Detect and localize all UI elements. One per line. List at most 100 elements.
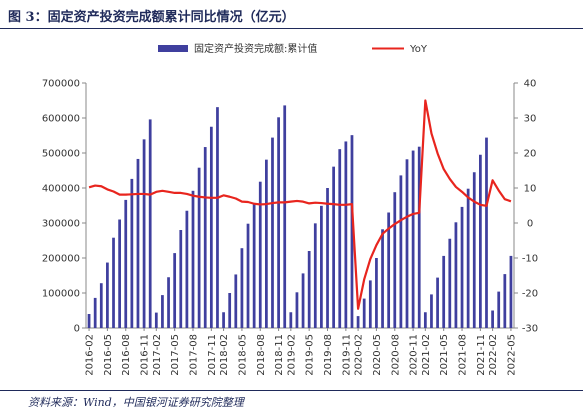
- bar: [216, 107, 219, 329]
- left-tick-label: 400000: [42, 184, 80, 195]
- x-tick-label: 2020-05: [372, 334, 383, 376]
- bar: [173, 253, 177, 328]
- bar: [405, 159, 409, 328]
- right-tick-label: 40: [524, 79, 537, 90]
- x-tick-label: 2016-08: [121, 334, 132, 376]
- bar: [362, 298, 366, 328]
- bar: [479, 154, 482, 328]
- bar: [350, 135, 354, 328]
- bar: [289, 312, 293, 328]
- x-tick-label: 2018-02: [219, 334, 230, 376]
- bar: [491, 310, 494, 328]
- left-tick-label: 700000: [42, 79, 80, 90]
- bar: [265, 159, 268, 328]
- bar: [124, 199, 128, 328]
- bar: [136, 158, 140, 328]
- bar: [301, 273, 305, 328]
- left-tick-label: 300000: [42, 219, 80, 230]
- x-tick-label: 2018-11: [274, 334, 285, 376]
- bar: [368, 280, 372, 328]
- bar: [466, 188, 470, 328]
- source-note: 资料来源：Wind，中国银河证券研究院整理: [28, 396, 244, 409]
- bar: [460, 206, 464, 328]
- bar: [320, 205, 323, 328]
- bar: [485, 137, 488, 328]
- bar: [234, 274, 238, 328]
- bar: [399, 175, 403, 328]
- bar: [167, 277, 170, 328]
- x-tick-label: 2020-11: [409, 334, 420, 376]
- bar: [332, 166, 335, 328]
- x-tick-label: 2017-02: [152, 334, 163, 376]
- chart-title: 图 3：固定资产投资完成额累计同比情况（亿元）: [8, 10, 295, 25]
- left-tick-label: 200000: [42, 254, 80, 265]
- bar: [228, 293, 232, 328]
- left-axis-ticks: 0 100000 200000 300000 400000 500000 600000 700…: [42, 79, 86, 335]
- bar: [246, 223, 250, 328]
- bar: [179, 230, 183, 328]
- right-tick-label: 30: [524, 114, 537, 125]
- bar: [222, 312, 225, 328]
- right-tick-label: -30: [522, 324, 538, 335]
- bar: [423, 312, 427, 328]
- x-axis-ticks: 2016-02 2016-05 2016-08 2016-11 2017-02 2017-…: [85, 328, 517, 376]
- x-tick-label: 2018-05: [237, 334, 248, 376]
- bar: [197, 167, 201, 328]
- x-tick-label: 2021-11: [476, 334, 487, 376]
- x-tick-label: 2018-08: [256, 334, 267, 376]
- bar: [148, 119, 152, 329]
- bar: [387, 212, 391, 328]
- bar: [277, 117, 280, 328]
- bar: [411, 150, 415, 328]
- legend-label-line: YoY: [409, 44, 428, 55]
- bar: [295, 292, 299, 328]
- bar: [417, 146, 421, 328]
- x-tick-label: 2017-08: [189, 334, 200, 376]
- x-tick-label: 2016-05: [103, 334, 114, 376]
- bar: [454, 222, 458, 328]
- bar-series: [87, 105, 513, 329]
- bar: [142, 139, 146, 328]
- bar: [130, 178, 134, 328]
- x-tick-label: 2019-08: [323, 334, 334, 376]
- bar: [326, 188, 329, 328]
- bar: [503, 274, 507, 328]
- x-tick-label: 2022-02: [488, 334, 499, 376]
- title-divider: [0, 28, 583, 29]
- bar: [99, 283, 103, 328]
- bar: [112, 237, 115, 328]
- right-axis-ticks: -30 -20 -10 0 10 20 30 40: [514, 79, 538, 335]
- bar: [509, 255, 513, 328]
- bar: [252, 203, 256, 328]
- right-tick-label: -20: [522, 289, 538, 300]
- bar: [375, 258, 378, 328]
- bar: [344, 141, 348, 328]
- bar: [240, 248, 244, 328]
- bar: [106, 262, 109, 328]
- bar: [472, 172, 476, 328]
- x-tick-label: 2017-11: [207, 334, 218, 376]
- bar: [93, 297, 97, 328]
- bar: [283, 105, 287, 329]
- x-tick-label: 2021-08: [458, 334, 469, 376]
- left-tick-label: 600000: [42, 114, 80, 125]
- left-tick-label: 0: [74, 324, 80, 335]
- bar: [161, 295, 164, 328]
- x-tick-label: 2016-02: [85, 334, 96, 376]
- bar: [393, 192, 397, 328]
- legend: 固定资产投资完成额:累计值 YoY: [158, 42, 428, 55]
- bar: [442, 255, 446, 328]
- bar: [338, 149, 342, 328]
- bar: [307, 251, 311, 328]
- legend-label-bars: 固定资产投资完成额:累计值: [194, 42, 317, 55]
- legend-swatch-bars: [158, 45, 188, 52]
- right-tick-label: 10: [524, 184, 537, 195]
- left-tick-label: 500000: [42, 149, 80, 160]
- x-tick-label: 2022-05: [506, 334, 517, 376]
- x-tick-label: 2019-05: [305, 334, 316, 376]
- yoy-line: [88, 99, 512, 310]
- x-tick-label: 2019-11: [341, 334, 352, 376]
- right-tick-label: 0: [527, 219, 533, 230]
- bar: [356, 316, 360, 328]
